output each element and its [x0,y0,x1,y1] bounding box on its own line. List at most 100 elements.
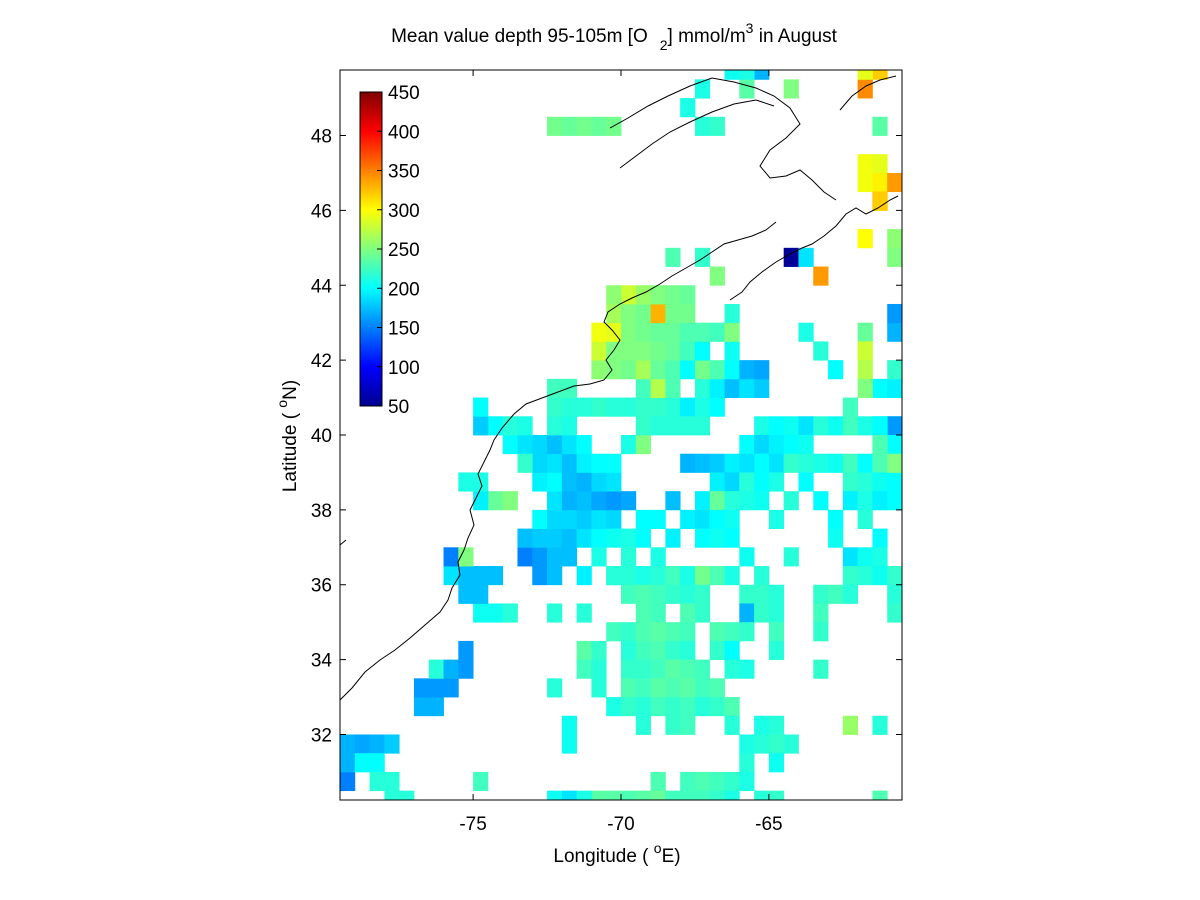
heatmap-cell [635,715,651,735]
heatmap-cell [798,472,814,492]
heatmap-cell [606,697,622,717]
heatmap-cell [813,266,829,286]
heatmap-cell [842,547,859,567]
heatmap-cell [768,640,785,661]
heatmap-cell [591,547,607,567]
heatmap-cell [783,734,799,754]
y-axis-label: Latitude ( oN) [274,380,301,492]
heatmap-cell [724,715,740,735]
heatmap-cell [724,341,740,361]
heatmap-cell [606,790,622,800]
heatmap-cell [547,472,563,492]
heatmap-cell [621,640,637,661]
heatmap-cell [635,509,651,529]
heatmap-cell [887,603,902,623]
heatmap-cell [591,659,607,679]
heatmap-cell [576,566,592,586]
heatmap-cell [887,247,902,267]
heatmap-cell [473,397,489,417]
heatmap-cell [532,472,548,492]
heatmap-cell [709,697,725,717]
y-tick-label: 44 [311,276,333,297]
heatmap-cell [857,229,873,249]
heatmap-cell [872,172,888,193]
heatmap-cell [709,678,725,698]
heatmap-cell [532,509,548,529]
heatmap-cell [842,472,859,492]
heatmap-cell [621,547,637,567]
heatmap-cell [724,360,740,380]
plot-area [339,69,903,801]
heatmap-cell [768,622,785,642]
heatmap-cell [680,622,696,642]
heatmap-cell [591,640,607,661]
heatmap-cell [709,378,725,398]
heatmap-cell [857,547,873,567]
heatmap-cell [724,453,740,473]
y-tick-label: 42 [311,351,332,372]
heatmap-cell [487,491,504,511]
heatmap-cell [887,435,902,455]
heatmap-cell [532,453,548,473]
heatmap-cell [694,453,711,473]
heatmap-cell [635,697,651,717]
coastline-east-us [340,221,777,701]
heatmap-cell [872,491,888,511]
heatmap-cell [694,659,711,679]
heatmap-cell [798,453,814,473]
heatmap-cell [768,472,785,492]
heatmap-cell [724,70,740,80]
heatmap-cell [413,678,430,698]
heatmap-cell [754,453,770,473]
heatmap-cell [857,491,873,511]
heatmap-cell [798,416,814,436]
heatmap-cell [517,528,533,548]
heatmap-cell [828,453,844,473]
heatmap-cell [754,378,770,398]
heatmap-cell [517,547,533,567]
heatmap-cell [709,397,725,417]
heatmap-cell [887,322,902,342]
heatmap-cell [739,491,755,511]
heatmap-cell [369,771,385,792]
heatmap-cell [547,528,563,548]
heatmap-cell [739,622,755,642]
heatmap-cell [768,509,785,529]
heatmap-cell [739,753,755,773]
heatmap-cell [724,491,740,511]
heatmap-cell [798,247,814,267]
heatmap-cell [709,266,725,286]
heatmap-cell [872,191,888,211]
heatmap-cell [502,435,518,455]
heatmap-cell [665,360,681,380]
heatmap-cell [635,378,651,398]
heatmap-cell [857,453,873,473]
heatmap-cell [413,697,430,717]
heatmap-cell [399,790,415,800]
heatmap-cell [665,247,681,267]
heatmap-cell [340,734,356,754]
heatmap-cell [768,453,785,473]
heatmap-cell [828,416,844,436]
heatmap-cell [458,584,474,604]
heatmap-cell [724,771,740,792]
colorbar-tick-label: 300 [388,201,420,222]
heatmap-cell [576,397,592,417]
heatmap-cell [606,360,622,380]
heatmap-cell [739,378,755,398]
heatmap-cell [813,341,829,361]
x-axis: -75 -70 -65 [459,70,783,835]
heatmap-cell [547,378,563,398]
heatmap-cell [887,416,902,436]
heatmap-cell [665,622,681,642]
heatmap-cell [606,566,622,586]
heatmap-cell [665,397,681,417]
heatmap-cell [842,715,859,735]
heatmap-cell [635,566,651,586]
heatmap-cell [680,790,696,800]
heatmap-cell [650,790,666,800]
heatmap-cell [665,715,681,735]
heatmap-cell [665,659,681,679]
heatmap-cell [561,397,578,417]
heatmap-cell [591,360,607,380]
